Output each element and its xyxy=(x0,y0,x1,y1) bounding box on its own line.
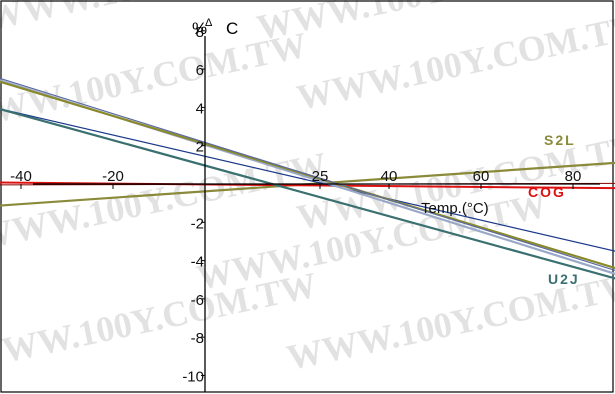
x-tick-label: -20 xyxy=(102,168,124,185)
series-line-u2j-4 xyxy=(0,107,615,280)
axes-layer: -55-40-20254060801001258642-2-4-6-8-10 xyxy=(10,24,600,392)
labels-layer: % Δ C Temp.(°C) S2L COG U2J xyxy=(192,17,580,287)
x-tick-label: -40 xyxy=(10,168,32,185)
y-tick-label: 2 xyxy=(196,139,204,156)
y-axis-label-c: C xyxy=(226,19,238,38)
y-axis-label-delta: Δ xyxy=(205,17,213,29)
x-tick-label: 40 xyxy=(381,168,398,185)
y-tick-label: 6 xyxy=(196,62,204,79)
y-axis-label: % xyxy=(192,19,207,38)
series-line-unlabeled-7 xyxy=(0,77,615,272)
series-label-s2l: S2L xyxy=(544,132,576,148)
y-tick-label: -6 xyxy=(191,292,204,309)
x-tick-label: 25 xyxy=(312,168,329,185)
series-label-cog: COG xyxy=(528,184,566,200)
series-line-s2l-0 xyxy=(0,161,615,207)
y-tick-label: -2 xyxy=(191,215,204,232)
x-axis-label: Temp.(°C) xyxy=(421,200,489,217)
y-tick-label: -10 xyxy=(182,369,204,386)
series-label-u2j: U2J xyxy=(548,271,580,287)
watermark-layer: WWW.100Y.COM.TWWWW.100Y.COM.TWWWW.100Y.C… xyxy=(0,0,615,378)
y-tick-label: 4 xyxy=(196,100,204,117)
y-tick-label: 8 xyxy=(196,24,204,41)
x-tick-label: 80 xyxy=(565,168,582,185)
y-tick-label: -4 xyxy=(191,254,204,271)
x-tick-label: 60 xyxy=(473,168,490,185)
y-tick-label: -8 xyxy=(191,330,204,347)
